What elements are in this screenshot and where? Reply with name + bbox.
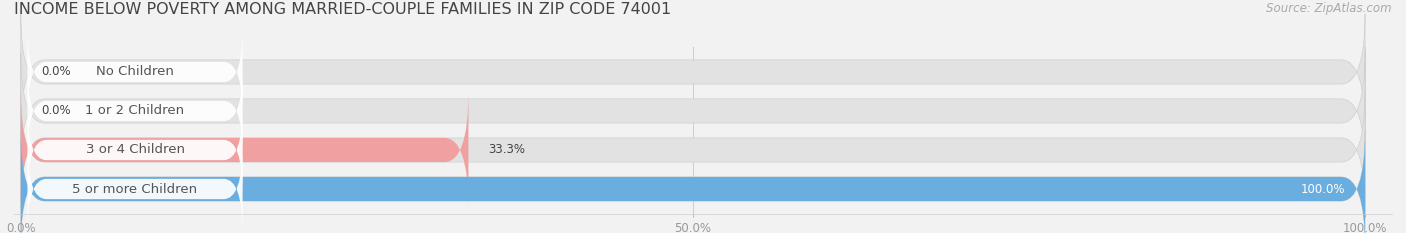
FancyBboxPatch shape <box>28 106 243 195</box>
FancyBboxPatch shape <box>21 131 1365 233</box>
Text: 0.0%: 0.0% <box>41 65 70 79</box>
Text: 1 or 2 Children: 1 or 2 Children <box>86 104 184 117</box>
FancyBboxPatch shape <box>21 92 468 208</box>
Text: No Children: No Children <box>96 65 174 79</box>
FancyBboxPatch shape <box>21 14 1365 130</box>
Text: 5 or more Children: 5 or more Children <box>73 182 198 195</box>
Text: INCOME BELOW POVERTY AMONG MARRIED-COUPLE FAMILIES IN ZIP CODE 74001: INCOME BELOW POVERTY AMONG MARRIED-COUPL… <box>14 2 671 17</box>
FancyBboxPatch shape <box>28 66 243 155</box>
Text: 3 or 4 Children: 3 or 4 Children <box>86 144 184 157</box>
FancyBboxPatch shape <box>28 144 243 233</box>
FancyBboxPatch shape <box>21 131 1365 233</box>
FancyBboxPatch shape <box>21 92 1365 208</box>
FancyBboxPatch shape <box>28 27 243 116</box>
Text: 100.0%: 100.0% <box>1301 182 1346 195</box>
Text: Source: ZipAtlas.com: Source: ZipAtlas.com <box>1267 2 1392 15</box>
FancyBboxPatch shape <box>21 53 1365 169</box>
Text: 33.3%: 33.3% <box>489 144 526 157</box>
Text: 0.0%: 0.0% <box>41 104 70 117</box>
